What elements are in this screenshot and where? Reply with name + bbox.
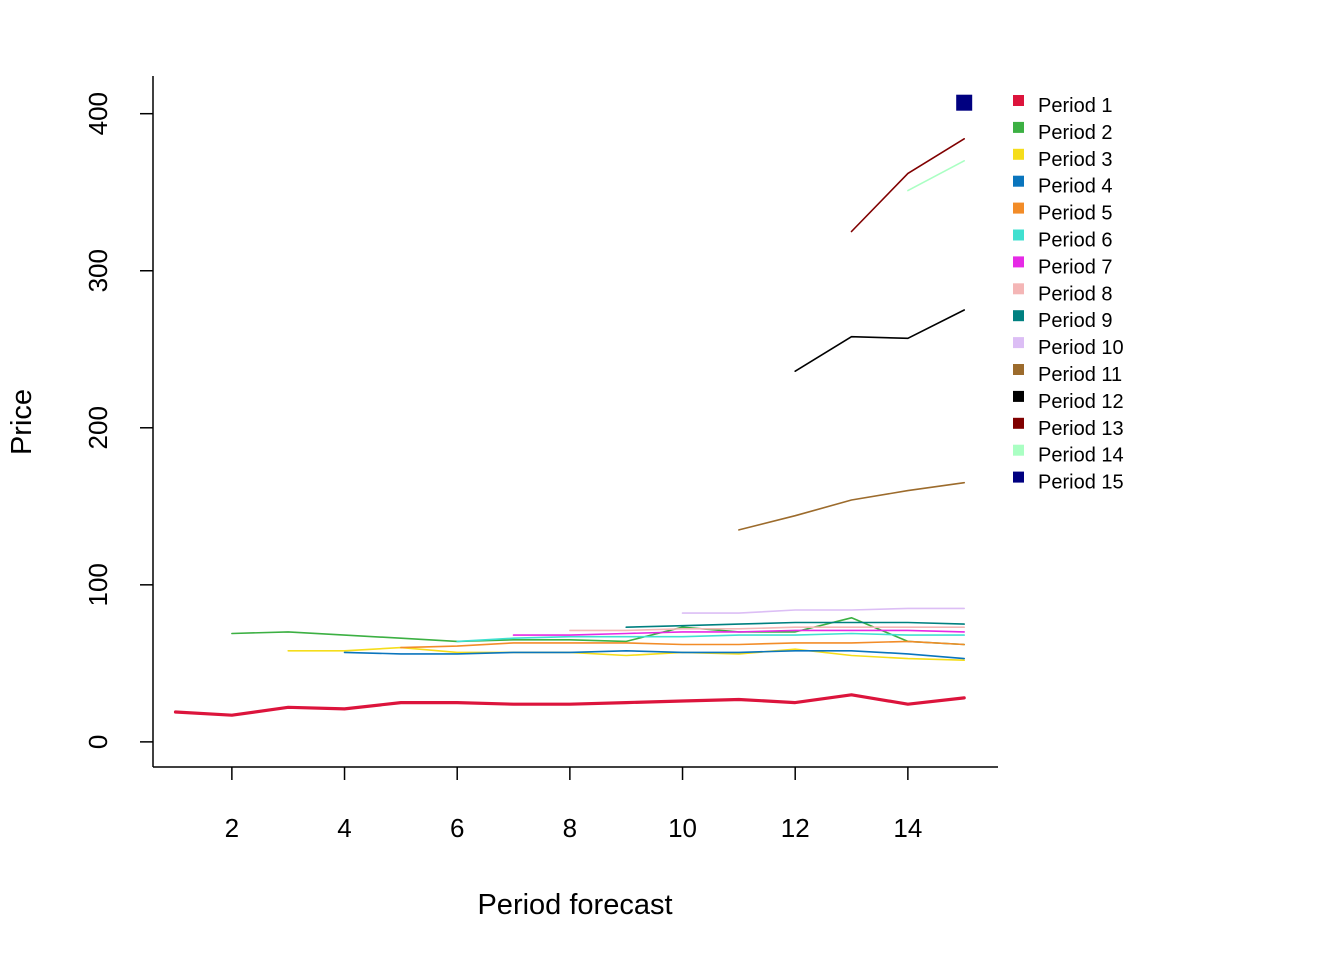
x-tick-label: 2 xyxy=(225,813,239,843)
legend-label-5: Period 5 xyxy=(1038,203,1113,225)
series-line-9 xyxy=(625,621,966,629)
legend-label-14: Period 14 xyxy=(1038,445,1124,467)
legend-swatch-8 xyxy=(1013,283,1024,295)
legend-swatch-2 xyxy=(1013,121,1024,133)
legend-label-8: Period 8 xyxy=(1038,283,1113,305)
legend-label-10: Period 10 xyxy=(1038,337,1124,359)
legend-label-1: Period 1 xyxy=(1038,95,1113,117)
series-line-10 xyxy=(681,607,966,614)
series-line-4 xyxy=(343,649,966,660)
legend-swatch-4 xyxy=(1013,175,1024,187)
legend-swatch-14 xyxy=(1013,444,1024,456)
legend: Period 1 Period 2 Period 3 Period 4 Period 5… xyxy=(1013,95,1124,494)
legend-label-13: Period 13 xyxy=(1038,418,1124,440)
legend-label-12: Period 12 xyxy=(1038,391,1124,413)
series-lines xyxy=(173,94,973,717)
series-line-5 xyxy=(400,640,966,649)
series-line-6 xyxy=(456,632,966,643)
y-tick-label: 200 xyxy=(83,406,113,449)
legend-label-7: Period 7 xyxy=(1038,256,1113,278)
series-line-1 xyxy=(173,693,966,717)
legend-swatch-11 xyxy=(1013,364,1024,375)
legend-swatch-7 xyxy=(1013,256,1024,268)
legend-swatch-6 xyxy=(1013,229,1024,241)
y-tick-label: 100 xyxy=(83,563,113,606)
y-tick-label: 400 xyxy=(83,92,113,135)
series-point-15 xyxy=(956,94,973,111)
legend-label-3: Period 3 xyxy=(1038,149,1113,171)
series-line-11 xyxy=(738,481,966,531)
series-line-13 xyxy=(850,138,966,233)
legend-swatch-3 xyxy=(1013,148,1024,160)
y-tick-label: 300 xyxy=(83,249,113,292)
legend-label-11: Period 11 xyxy=(1038,364,1122,386)
x-tick-label: 8 xyxy=(563,813,577,843)
legend-swatch-12 xyxy=(1013,390,1024,402)
legend-swatch-13 xyxy=(1013,417,1024,429)
legend-label-2: Period 2 xyxy=(1038,122,1113,144)
x-tick-label: 14 xyxy=(893,813,922,843)
x-tick-label: 4 xyxy=(337,813,351,843)
x-tick-label: 12 xyxy=(781,813,810,843)
legend-swatch-10 xyxy=(1013,337,1024,349)
series-line-2 xyxy=(231,616,966,646)
legend-label-6: Period 6 xyxy=(1038,230,1113,252)
series-line-14 xyxy=(907,160,966,192)
legend-label-15: Period 15 xyxy=(1038,472,1124,494)
x-tick-label: 10 xyxy=(668,813,697,843)
series-line-8 xyxy=(569,626,966,632)
series-line-12 xyxy=(794,309,966,373)
legend-label-9: Period 9 xyxy=(1038,310,1113,332)
legend-swatch-5 xyxy=(1013,202,1024,214)
x-axis-title: Period forecast xyxy=(477,889,672,921)
y-tick-label: 0 xyxy=(83,735,113,749)
legend-label-4: Period 4 xyxy=(1038,176,1113,198)
legend-swatch-15 xyxy=(1013,471,1024,483)
axes: 2 4 6 8 10 12 14 0 100 200 300 400 xyxy=(83,76,998,843)
x-tick-label: 6 xyxy=(450,813,464,843)
y-axis-title: Price xyxy=(6,389,38,455)
legend-swatch-9 xyxy=(1013,310,1024,322)
legend-swatch-1 xyxy=(1013,95,1024,106)
series-line-7 xyxy=(512,629,966,636)
